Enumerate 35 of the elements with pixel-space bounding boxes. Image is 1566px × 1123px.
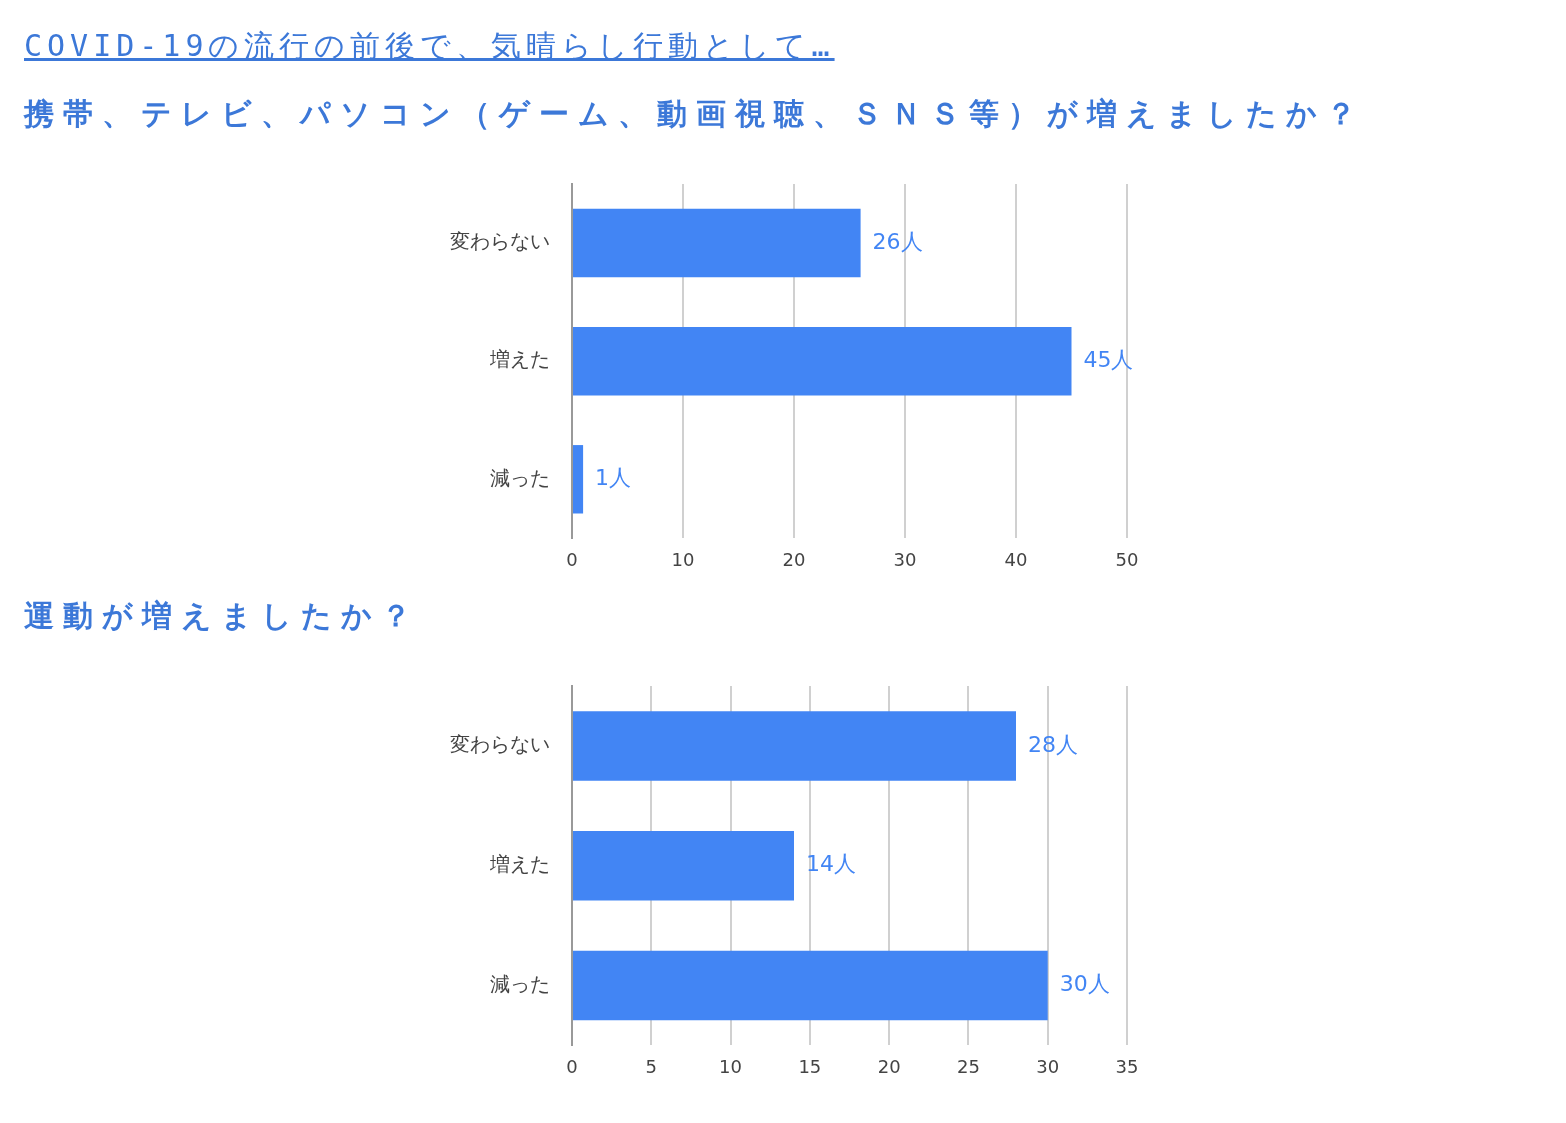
- y-tick-label: 減った: [490, 465, 550, 490]
- y-tick-label: 増えた: [489, 347, 550, 372]
- bar: [573, 445, 584, 514]
- x-tick-label: 5: [645, 1055, 658, 1077]
- bar: [573, 208, 861, 278]
- y-tick-label: 減った: [490, 971, 550, 996]
- data-label: 45人: [1083, 346, 1134, 372]
- x-tick-label: 40: [1004, 548, 1028, 570]
- data-label: 1人: [595, 465, 632, 491]
- bar: [573, 830, 794, 901]
- bar: [573, 711, 1016, 781]
- x-tick-label: 30: [893, 548, 917, 570]
- x-tick-label: 25: [956, 1055, 980, 1077]
- bar: [573, 950, 1048, 1021]
- x-tick-label: 0: [566, 1055, 578, 1077]
- y-tick-label: 変わらない: [450, 732, 550, 757]
- x-tick-label: 0: [566, 548, 578, 570]
- y-tick-label: 増えた: [489, 851, 550, 876]
- x-tick-label: 20: [877, 1055, 901, 1077]
- x-tick-label: 10: [671, 548, 695, 570]
- y-tick-label: 変わらない: [450, 229, 550, 254]
- x-tick-label: 15: [798, 1055, 822, 1077]
- x-tick-label: 30: [1036, 1055, 1060, 1077]
- x-tick-label: 20: [782, 548, 806, 570]
- chart-title: COVID-19の流行の前後で、気晴らし行動として…: [24, 27, 836, 65]
- bar: [573, 326, 1072, 396]
- data-label: 26人: [872, 228, 923, 254]
- text: 運動が増えましたか？: [24, 597, 421, 635]
- data-label: 28人: [1028, 731, 1078, 757]
- data-label: 14人: [806, 851, 856, 877]
- x-tick-label: 50: [1115, 548, 1139, 570]
- x-tick-label: 35: [1115, 1055, 1139, 1077]
- data-label: 30人: [1059, 971, 1110, 997]
- x-tick-label: 10: [719, 1055, 743, 1077]
- chart-subtitle: 携帯、テレビ、パソコン（ゲーム、動画視聴、ＳＮＳ等）が増えましたか？: [24, 95, 1366, 133]
